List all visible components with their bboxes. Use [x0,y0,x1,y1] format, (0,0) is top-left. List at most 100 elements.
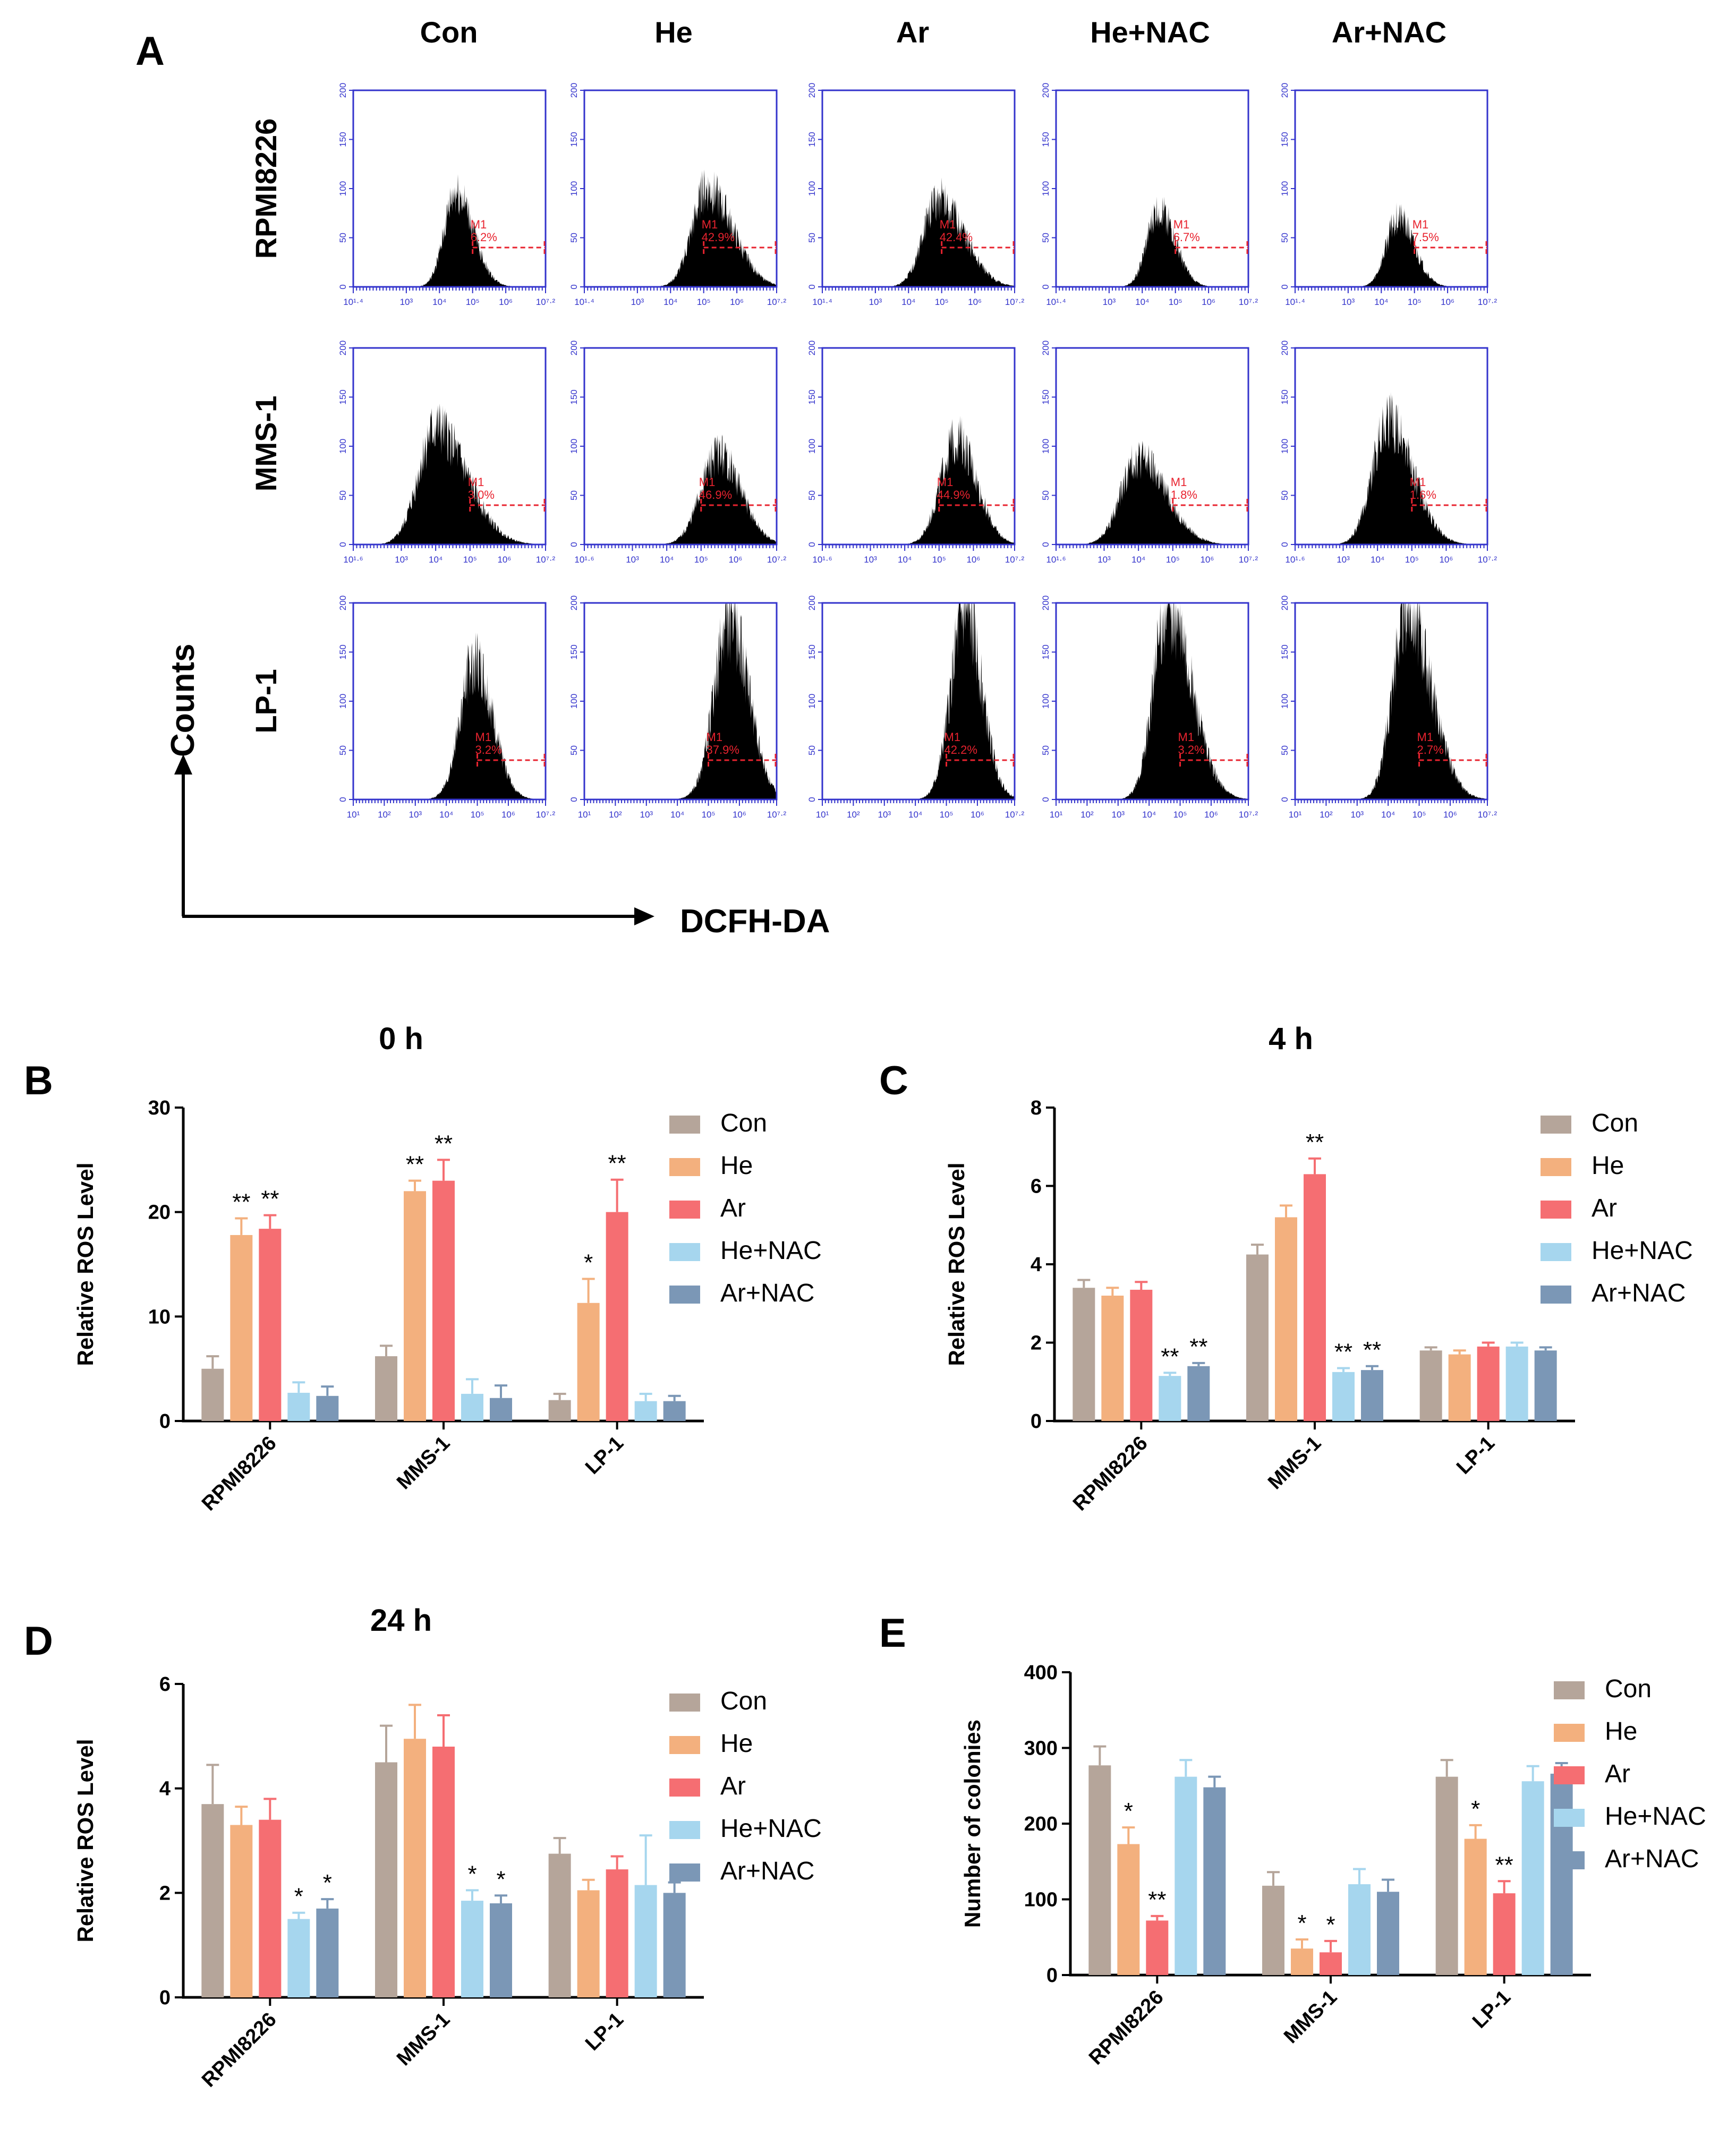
column-title-he-nac: He+NAC [1090,15,1210,49]
histogram-y-tick-label: 50 [338,745,348,755]
error-bar [1122,1826,1135,1844]
gate-percent: 44.9% [937,488,970,501]
gate-label: M1 [475,730,492,744]
histogram-x-tick-label: 10⁷·² [767,810,787,820]
bar [259,1229,282,1421]
error-bar [1539,1346,1552,1351]
histogram-x-tick-label: 10⁴ [898,555,912,565]
histogram-area [1056,603,1248,799]
y-tick-label: 100 [1024,1889,1058,1911]
legend-swatch [1541,1116,1571,1134]
error-bar [639,1392,652,1401]
significance-mark: * [467,1861,476,1887]
column-title-con: Con [420,15,478,49]
error-bar [495,1894,507,1903]
column-title-ar-nac: Ar+NAC [1332,15,1446,49]
histogram-y-tick-label: 100 [807,439,817,454]
histogram-x-tick-label: 10⁴ [660,555,674,565]
histogram-x-tick-label: 10¹·⁶ [574,555,594,565]
histogram-y-tick-label: 50 [1041,233,1051,243]
histogram-x-tick-label: 10³ [1337,555,1350,565]
bar [432,1180,455,1421]
legend-label: He+NAC [1605,1802,1706,1831]
histogram-y-tick-label: 100 [1041,181,1051,196]
legend-label: He [1605,1717,1637,1746]
histogram-x-tick-label: 10³ [395,555,408,565]
gate-percent: 46.9% [699,488,732,501]
gate-label: M1 [944,730,961,744]
category-label: RPMI8226 [1085,1986,1168,2070]
category-label: RPMI8226 [198,1432,281,1516]
bar [663,1893,686,1997]
error-bar [466,1889,479,1901]
bar [404,1191,426,1421]
y-tick-label: 6 [1031,1176,1042,1198]
histogram-y-tick-label: 0 [338,542,348,547]
panel-letter: D [24,1619,53,1664]
histogram-area [584,603,777,799]
y-tick-label: 20 [148,1202,171,1224]
histogram-x-tick-label: 10⁵ [702,810,716,820]
category-label: LP-1 [581,1432,628,1479]
error-bar [1077,1279,1091,1288]
error-bar [409,1704,421,1739]
gate-marker [946,754,1015,767]
histogram-y-tick-label: 50 [807,745,817,755]
error-bar [668,1881,681,1893]
histogram-y-tick-label: 200 [807,83,817,98]
error-bar [1366,1365,1378,1371]
legend-label: Ar+NAC [720,1279,814,1307]
histogram-x-tick-label: 10³ [1111,810,1125,820]
panel-letter-a: A [135,29,165,74]
legend-swatch [669,1201,700,1219]
error-bar [292,1381,305,1393]
chart-title: 0 h [379,1022,423,1056]
bar [287,1919,310,1997]
histogram-y-tick-label: 0 [569,797,579,802]
histogram-panel: 0 50 100 150 200 10¹·⁴ 10³ 10⁴ 10⁵ 10⁶ 10⁷·² M142.9… [569,83,787,307]
legend-swatch [1554,1681,1585,1699]
histogram-panel: 0 50 100 150 200 10¹ 10² 10³ 10⁴ 10⁵ 10⁶ 10⁷·² M142.… [807,595,1025,820]
gate-marker [938,499,1015,512]
histogram-y-tick-label: 150 [338,132,348,147]
gate-percent: 1.8% [1171,488,1197,501]
histogram-y-tick-label: 50 [807,233,817,243]
gate-label: M1 [937,475,954,489]
histogram-x-tick-label: 10⁴ [663,297,677,307]
histogram-x-tick-label: 10¹ [347,810,360,820]
bar [1435,1776,1458,1975]
histogram-x-tick-label: 10¹·⁴ [343,297,363,307]
error-bar [1280,1204,1292,1218]
histogram-x-tick-label: 10¹·⁴ [812,297,832,307]
histogram-y-tick-label: 100 [569,694,579,709]
gate-label: M1 [702,218,718,231]
histogram-panel: 0 50 100 150 200 10¹·⁶ 10³ 10⁴ 10⁵ 10⁶ 10⁷·² M13.0% [338,341,556,565]
gate-label: M1 [1410,475,1426,489]
gate-label: M1 [468,475,484,489]
error-bar [1208,1775,1221,1788]
histogram-panel: 0 50 100 150 200 10¹·⁶ 10³ 10⁴ 10⁵ 10⁶ 10⁷·² M144.9… [807,341,1025,565]
legend-swatch [669,1694,700,1712]
histogram-x-tick-label: 10⁷·² [536,297,556,307]
bar [316,1908,339,1997]
error-bar [380,1724,393,1763]
legend-swatch [1554,1809,1585,1827]
histogram-x-tick-label: 10³ [1342,297,1355,307]
histogram-x-tick-label: 10⁵ [466,297,480,307]
error-bar [1440,1759,1453,1777]
histogram-x-tick-label: 10⁶ [1439,555,1453,565]
histogram-panel: 0 50 100 150 200 10¹·⁶ 10³ 10⁴ 10⁵ 10⁶ 10⁷·² M146.9… [569,341,787,565]
error-bar [1453,1349,1466,1355]
significance-mark: * [294,1884,303,1910]
row-title-rpmi8226: RPMI8226 [249,118,283,259]
histogram-x-tick-label: 10⁷·² [767,555,787,565]
histogram-x-tick-label: 10⁷·² [1005,810,1025,820]
histogram-x-tick-label: 10⁷·² [767,297,787,307]
gate-label: M1 [707,730,723,744]
gate-percent: 37.9% [707,743,739,756]
bar [1348,1884,1371,1975]
significance-mark: ** [1363,1337,1381,1363]
error-bar [437,1714,450,1747]
histogram-x-tick-label: 10² [847,810,860,820]
category-label: RPMI8226 [1069,1432,1152,1516]
